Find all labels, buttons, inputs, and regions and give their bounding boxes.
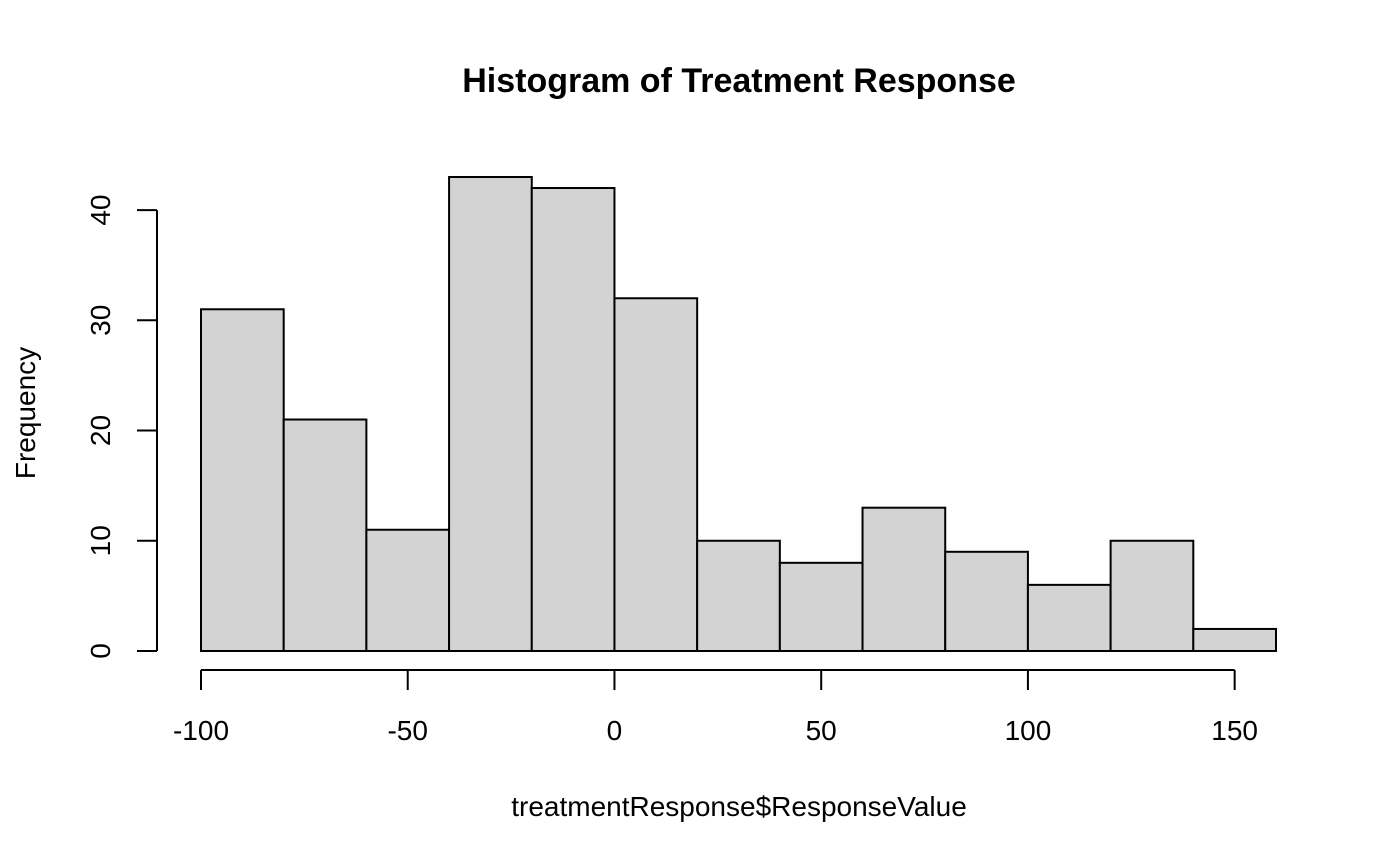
histogram-bar-1 xyxy=(200,308,285,652)
y-tick-label: 0 xyxy=(85,643,116,659)
y-tick-label: 20 xyxy=(85,415,116,446)
x-tick-label: 100 xyxy=(1005,715,1052,746)
histogram-bar-11 xyxy=(1026,583,1112,653)
histogram-bar-5 xyxy=(530,187,616,652)
x-axis-label: treatmentResponse$ResponseValue xyxy=(511,791,967,822)
histogram-bar-8 xyxy=(778,561,864,653)
x-tick-label: -100 xyxy=(173,715,229,746)
x-tick-label: 50 xyxy=(806,715,837,746)
histogram-bar-13 xyxy=(1192,627,1278,653)
histogram-bar-7 xyxy=(696,539,781,653)
x-axis: -100 -50 0 50 100 150 xyxy=(173,669,1258,746)
y-axis-label: Frequency xyxy=(10,347,41,479)
histogram-bar-3 xyxy=(365,528,451,653)
histogram-bar-9 xyxy=(861,506,947,652)
x-tick-label: -50 xyxy=(387,715,427,746)
histogram-bar-12 xyxy=(1109,539,1195,653)
y-tick-label: 30 xyxy=(85,305,116,336)
histogram-bar-4 xyxy=(448,176,533,652)
y-tick-label: 40 xyxy=(85,194,116,225)
bars-group xyxy=(200,176,1278,653)
y-axis: 0 10 20 30 40 xyxy=(85,194,158,659)
x-tick-label: 150 xyxy=(1211,715,1258,746)
y-tick-label: 10 xyxy=(85,525,116,556)
chart-title: Histogram of Treatment Response xyxy=(462,62,1016,100)
histogram-bar-6 xyxy=(613,297,699,652)
x-tick-label: 0 xyxy=(607,715,623,746)
histogram-bar-10 xyxy=(944,550,1029,653)
histogram-bar-2 xyxy=(282,418,368,652)
